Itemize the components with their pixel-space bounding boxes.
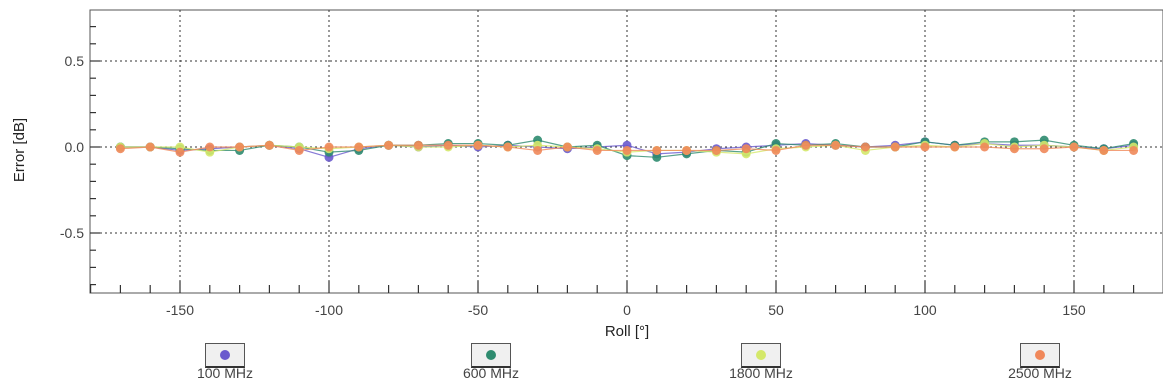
data-point	[473, 140, 483, 150]
data-point	[145, 142, 155, 152]
legend: 100 MHz 600 MHz 1800 MHz 2500 MHz	[0, 340, 1163, 390]
legend-item-1800mhz: 1800 MHz	[706, 340, 816, 381]
data-point	[801, 140, 811, 150]
x-tick-label: 0	[623, 302, 631, 318]
chart: -150 -100 -50 0 50 100 150 -0.5 0.0 0.5 Roll [°]…	[11, 9, 1163, 340]
data-point	[890, 142, 900, 152]
data-point	[175, 147, 185, 157]
data-point	[1069, 142, 1079, 152]
data-point	[503, 142, 513, 152]
data-point	[384, 140, 394, 150]
data-point	[831, 140, 841, 150]
legend-label: 2500 MHz	[1008, 365, 1072, 381]
legend-label: 100 MHz	[196, 365, 254, 381]
x-tick-label: 100	[913, 302, 937, 318]
x-tick-label: -100	[315, 302, 343, 318]
y-tick-label: 0.0	[65, 139, 85, 155]
series-marker-icon	[220, 350, 230, 360]
data-point	[741, 144, 751, 154]
data-point	[115, 144, 125, 154]
legend-swatch-600mhz	[471, 343, 511, 368]
x-tick-label: 50	[768, 302, 784, 318]
x-tick-label: 150	[1062, 302, 1086, 318]
x-tick-labels: -150 -100 -50 0 50 100 150	[166, 302, 1086, 318]
data-point	[1129, 145, 1139, 155]
data-point	[294, 145, 304, 155]
data-point	[354, 142, 364, 152]
data-point	[652, 152, 662, 162]
data-point	[562, 142, 572, 152]
y-tick-label: 0.5	[65, 53, 85, 69]
series-marker-icon	[1035, 350, 1045, 360]
legend-swatch-100mhz	[205, 343, 245, 368]
y-tick-label: -0.5	[60, 225, 84, 241]
x-tick-label: -150	[166, 302, 194, 318]
legend-item-2500mhz: 2500 MHz	[985, 340, 1095, 381]
data-point	[1039, 144, 1049, 154]
data-point	[264, 140, 274, 150]
data-point	[860, 142, 870, 152]
axis-ticks	[89, 26, 1135, 293]
data-point	[533, 145, 543, 155]
data-point	[443, 140, 453, 150]
data-point	[920, 142, 930, 152]
x-axis-label: Roll [°]	[605, 323, 649, 340]
x-tick-label: -50	[468, 302, 488, 318]
data-point	[592, 145, 602, 155]
legend-item-100mhz: 100 MHz	[170, 340, 280, 381]
data-point	[413, 140, 423, 150]
data-point	[771, 145, 781, 155]
legend-swatch-1800mhz	[741, 343, 781, 368]
legend-label: 600 MHz	[462, 365, 520, 381]
series	[115, 135, 1139, 162]
data-point	[1099, 145, 1109, 155]
data-point	[1009, 144, 1019, 154]
series-2500-mhz	[115, 140, 1139, 157]
data-point	[652, 145, 662, 155]
legend-label: 1800 MHz	[729, 365, 793, 381]
series-marker-icon	[756, 350, 766, 360]
data-point	[622, 145, 632, 155]
data-point	[682, 145, 692, 155]
legend-item-600mhz: 600 MHz	[436, 340, 546, 381]
legend-swatch-2500mhz	[1020, 343, 1060, 368]
data-point	[205, 142, 215, 152]
y-axis-label: Error [dB]	[11, 118, 28, 182]
data-point	[324, 142, 334, 152]
data-point	[711, 145, 721, 155]
y-tick-labels: -0.5 0.0 0.5	[60, 53, 84, 241]
series-marker-icon	[486, 350, 496, 360]
data-point	[950, 142, 960, 152]
data-point	[235, 142, 245, 152]
data-point	[980, 142, 990, 152]
